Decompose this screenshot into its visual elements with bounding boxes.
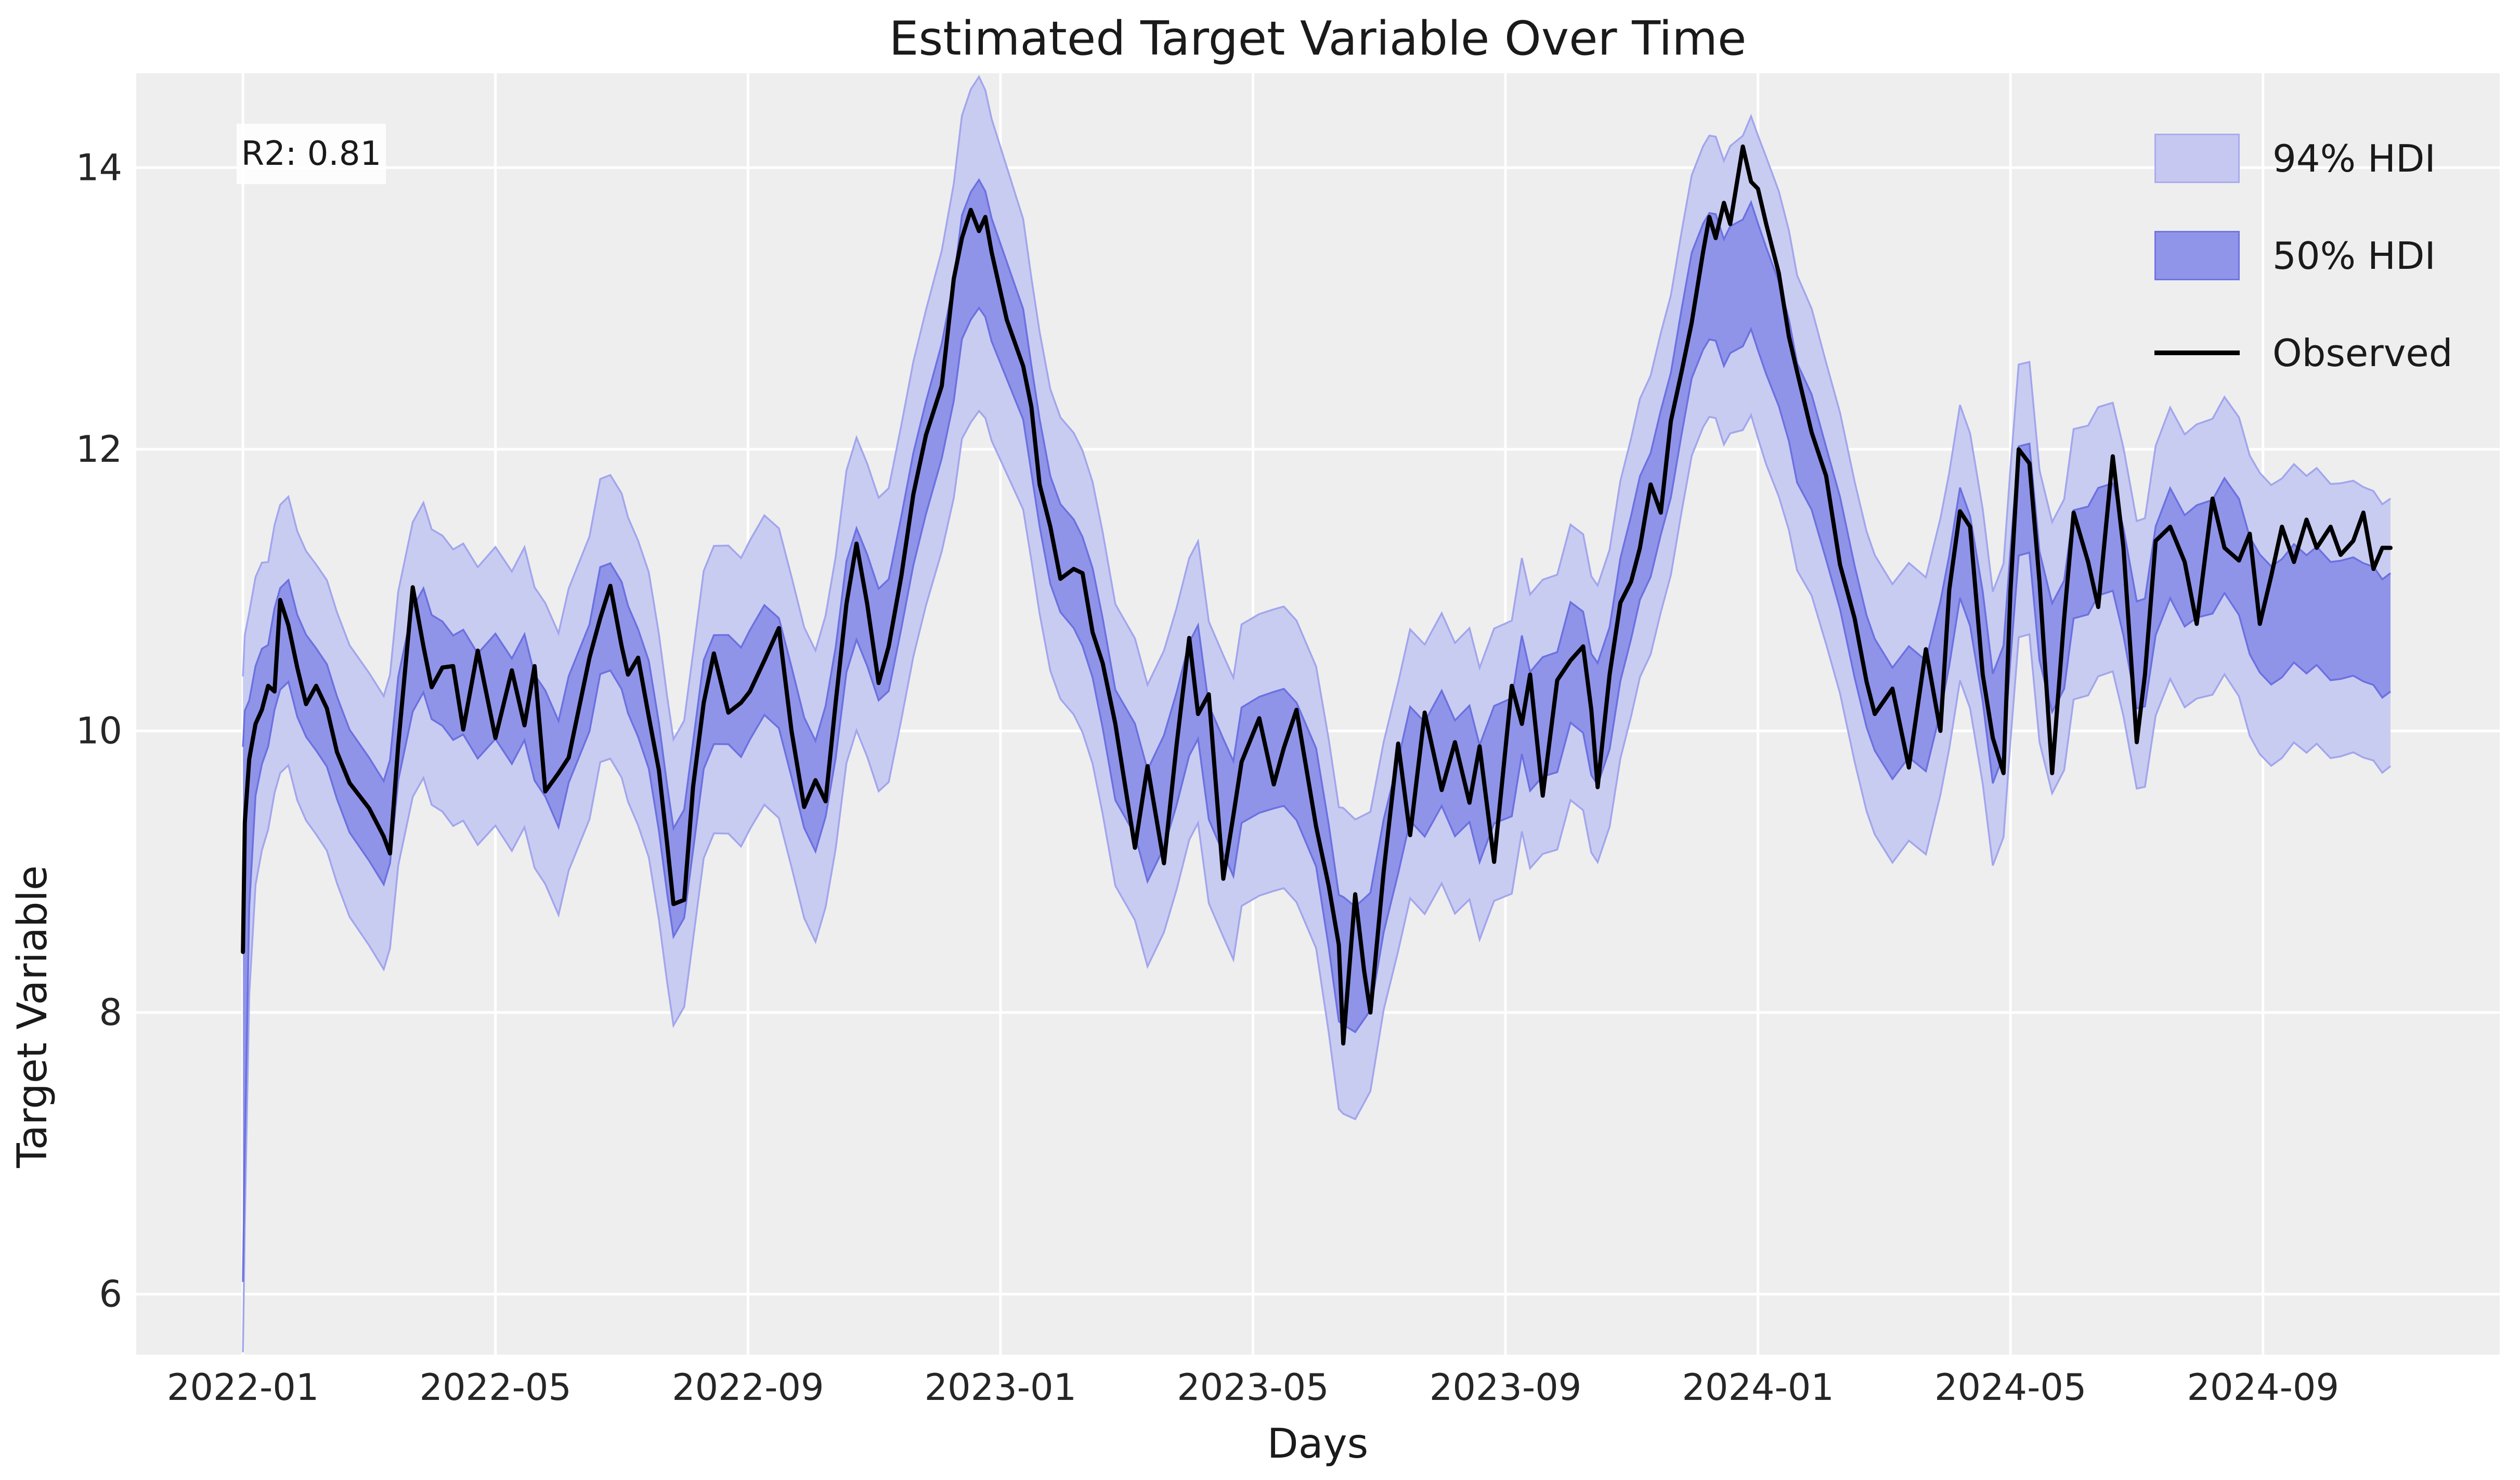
x-tick-label: 2022-09 (672, 1366, 824, 1409)
x-axis-label: Days (1267, 1421, 1369, 1468)
observed-line (241, 144, 2393, 1046)
legend-label: Observed (2272, 331, 2453, 375)
y-tick-label: 6 (99, 1273, 122, 1316)
hdi50-lower-edge (242, 306, 2392, 1282)
legend-item-observed: Observed (2154, 328, 2452, 378)
x-tick-label: 2024-09 (2187, 1366, 2339, 1409)
y-tick-label: 10 (76, 709, 122, 752)
x-tick-label: 2022-05 (419, 1366, 571, 1409)
y-tick-label: 12 (76, 428, 122, 471)
r2-annotation: R2: 0.81 (237, 124, 386, 184)
x-tick-label: 2023-09 (1430, 1366, 1581, 1409)
chart-title: Estimated Target Variable Over Time (889, 11, 1747, 66)
hdi50-swatch (2154, 231, 2240, 280)
legend-item-50-hdi: 50% HDI (2154, 231, 2452, 280)
y-tick-label: 14 (76, 146, 122, 189)
x-tick-label: 2024-01 (1682, 1366, 1834, 1409)
y-tick-label: 8 (99, 991, 122, 1034)
hdi94-band (243, 76, 2391, 1353)
x-tick-label: 2023-05 (1177, 1366, 1329, 1409)
hdi50-upper-edge (242, 178, 2392, 908)
x-tick-label: 2024-05 (1934, 1366, 2086, 1409)
legend: 94% HDI 50% HDI Observed (2154, 134, 2452, 378)
legend-label: 94% HDI (2272, 136, 2436, 180)
legend-item-94-hdi: 94% HDI (2154, 134, 2452, 183)
r2-annotation-text: R2: 0.81 (241, 135, 382, 173)
hdi94-lower-edge (242, 409, 2392, 1353)
legend-label: 50% HDI (2272, 233, 2436, 278)
hdi94-upper-edge (242, 75, 2391, 821)
x-tick-label: 2023-01 (925, 1366, 1076, 1409)
x-tick-label: 2022-01 (167, 1366, 319, 1409)
observed-line-swatch (2154, 328, 2240, 378)
hdi94-swatch (2154, 134, 2240, 183)
